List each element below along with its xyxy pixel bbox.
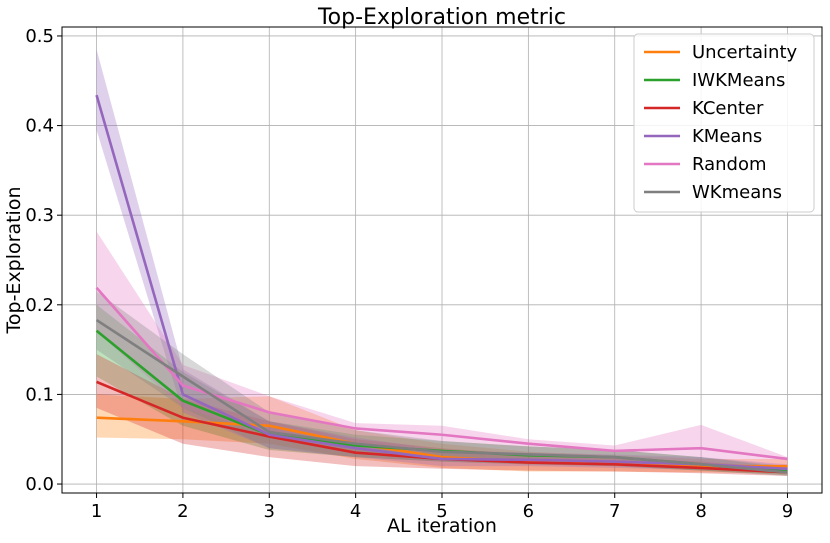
legend-box xyxy=(633,33,815,213)
kcenter-band xyxy=(96,354,788,476)
random-band xyxy=(96,231,788,468)
legend-label-uncertainty: Uncertainty xyxy=(692,42,798,63)
x-tick-label: 6 xyxy=(523,501,534,522)
legend-label-wkmeans: WKmeans xyxy=(692,182,782,203)
x-tick-label: 2 xyxy=(177,501,188,522)
kmeans-line xyxy=(95,94,788,471)
x-tick-label: 5 xyxy=(436,501,447,522)
wkmeans-line xyxy=(95,318,788,474)
y-tick-label: 0.0 xyxy=(25,474,54,495)
x-axis-ticks: 1 2 3 4 5 6 7 8 9 xyxy=(91,493,793,522)
y-axis-label: Top-Exploration xyxy=(3,187,25,335)
y-tick-label: 0.4 xyxy=(25,116,54,137)
chart-title: Top-Exploration metric xyxy=(317,5,566,30)
x-tick-label: 9 xyxy=(782,501,793,522)
x-axis-label: AL iteration xyxy=(387,515,497,537)
y-tick-label: 0.2 xyxy=(25,295,54,316)
wkmeans-band xyxy=(96,291,788,476)
x-tick-label: 1 xyxy=(91,501,102,522)
x-tick-label: 8 xyxy=(695,501,706,522)
x-tick-label: 7 xyxy=(609,501,620,522)
x-tick-label: 4 xyxy=(350,501,361,522)
series-lines xyxy=(95,94,788,474)
uncertainty-band xyxy=(96,394,788,474)
y-axis-ticks: 0.0 0.1 0.2 0.3 0.4 0.5 xyxy=(25,26,62,495)
legend-label-random: Random xyxy=(692,154,767,175)
legend: Uncertainty IWKMeans KCenter KMeans Random WK… xyxy=(633,33,815,213)
legend-label-kmeans: KMeans xyxy=(692,126,762,147)
y-tick-label: 0.3 xyxy=(25,205,54,226)
x-tick-label: 3 xyxy=(264,501,275,522)
y-tick-label: 0.5 xyxy=(25,26,54,47)
legend-label-iwkmeans: IWKMeans xyxy=(692,70,785,91)
y-tick-label: 0.1 xyxy=(25,384,54,405)
legend-label-kcenter: KCenter xyxy=(692,98,764,119)
